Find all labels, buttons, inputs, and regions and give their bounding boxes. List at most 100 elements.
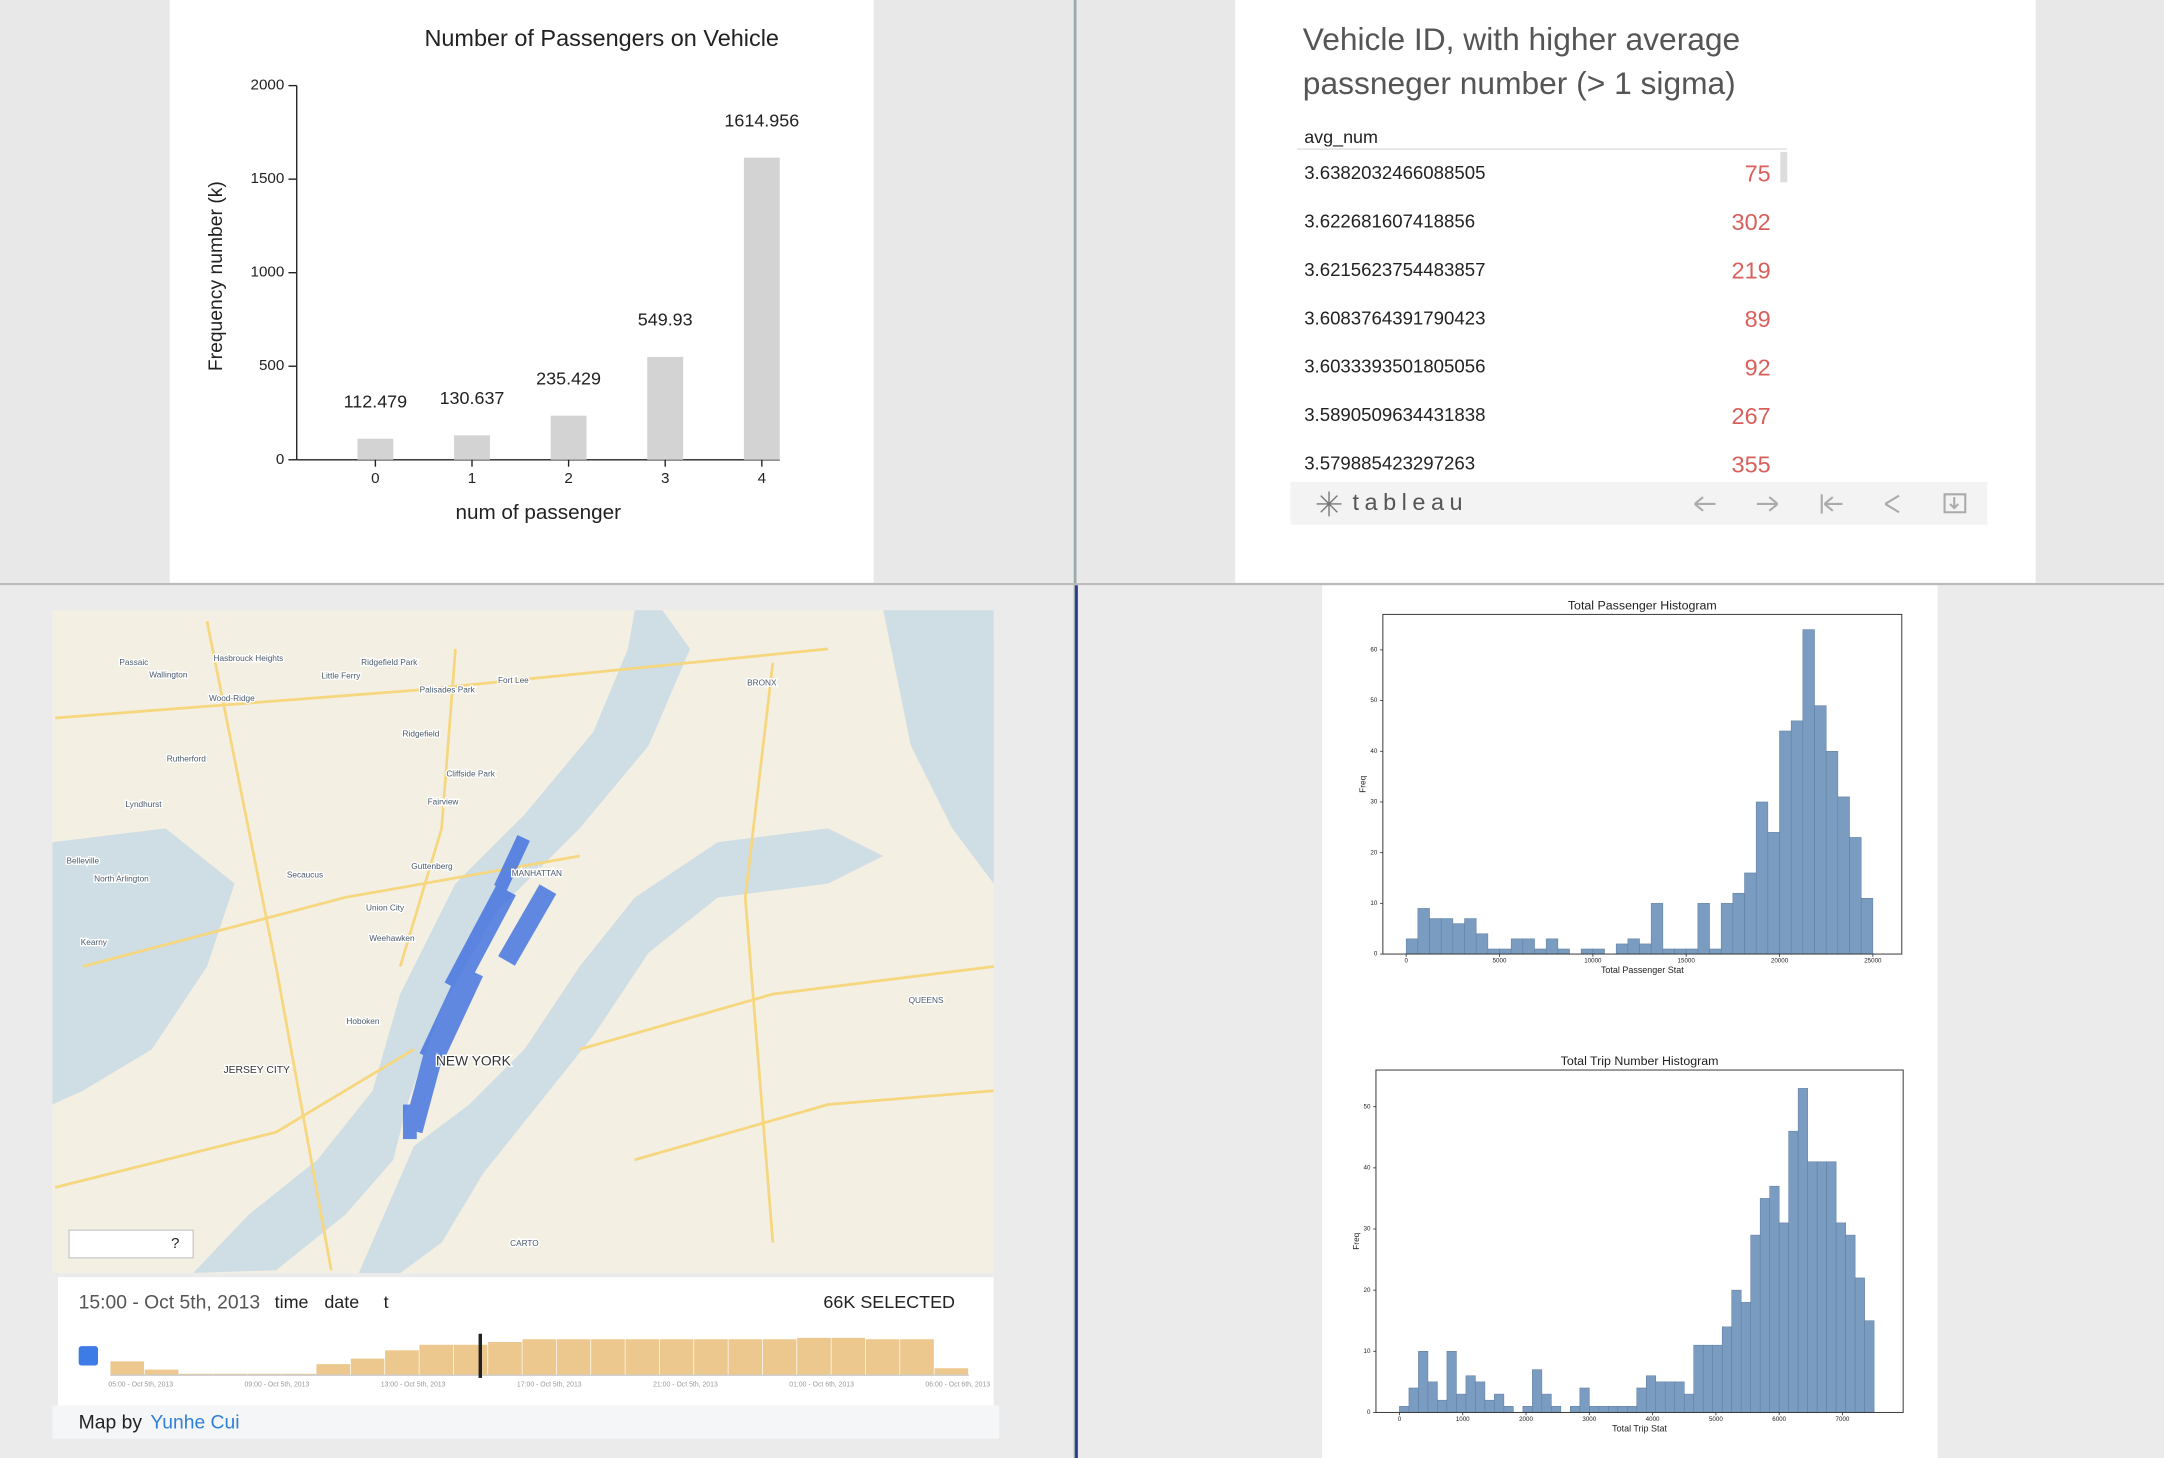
hist-bar xyxy=(1636,1387,1647,1413)
toolbar-icons xyxy=(1694,493,1967,514)
bar xyxy=(357,438,394,460)
undo[interactable] xyxy=(1694,496,1716,512)
hist-bar xyxy=(1627,1406,1638,1413)
hist-bar xyxy=(1499,948,1512,955)
table-title: Vehicle ID, with higher average xyxy=(1303,21,1740,57)
hist-bar xyxy=(1731,1289,1742,1413)
data-label: 130.637 xyxy=(440,388,505,408)
place-label: Secaucus xyxy=(287,871,323,880)
hist-bar xyxy=(1697,903,1710,955)
hist-bar xyxy=(1778,1222,1789,1413)
hist-bar xyxy=(1580,948,1594,955)
x-tick-label: 4000 xyxy=(1646,1416,1660,1423)
hist-bar xyxy=(1860,898,1874,955)
redo[interactable] xyxy=(1756,496,1779,512)
hist-bar xyxy=(1522,938,1535,955)
field: date xyxy=(324,1292,359,1312)
table-title: passneger number (> 1 sigma) xyxy=(1303,65,1736,101)
points xyxy=(402,1104,417,1140)
hist-bar xyxy=(1732,892,1745,955)
hist-bar xyxy=(1456,1393,1467,1413)
y-tick-label: 50 xyxy=(1370,697,1377,704)
place-label: Lyndhurst xyxy=(126,800,163,809)
hist-bar xyxy=(1405,938,1419,955)
place-label: Palisades Park xyxy=(420,686,476,695)
scrollbar[interactable] xyxy=(1780,151,1788,183)
y-tick-label: 20 xyxy=(1364,1287,1371,1294)
share[interactable] xyxy=(1884,494,1900,514)
hist-bar xyxy=(1417,908,1430,955)
hist-bar xyxy=(1712,1344,1723,1413)
hist-bar xyxy=(1464,918,1477,955)
east-river xyxy=(358,828,884,1273)
tableau-logo xyxy=(1316,491,1342,517)
toolbar xyxy=(1290,481,1988,525)
timeline-bar xyxy=(385,1350,419,1376)
avg-num: 3.5890509634431838 xyxy=(1304,404,1485,425)
map-controls[interactable] xyxy=(68,1229,194,1259)
hist-bar xyxy=(1702,1344,1713,1413)
y-tick-label: 30 xyxy=(1364,1226,1371,1233)
x-tick-label: 10000 xyxy=(1584,958,1602,965)
x-axis-label: Total Passenger Stat xyxy=(1601,965,1684,975)
hist-bar xyxy=(1545,938,1559,955)
download[interactable] xyxy=(1943,493,1967,514)
place-label: North Arlington xyxy=(94,875,149,884)
place-label: Fairview xyxy=(428,797,459,806)
hist-bar xyxy=(1854,1277,1865,1413)
hist-bar xyxy=(1826,1161,1837,1413)
plot-frame xyxy=(1375,1069,1904,1413)
hist-bar xyxy=(1744,872,1757,955)
y-tick-label: 30 xyxy=(1370,799,1377,806)
place-label: MANHATTAN xyxy=(512,869,562,878)
hist-bar xyxy=(1557,948,1570,955)
timeline-bar xyxy=(625,1339,660,1376)
vehicle-id: 75 xyxy=(1745,161,1771,187)
hist-bar xyxy=(1685,948,1699,955)
timeline-tick-label: 21:00 - Oct 5th, 2013 xyxy=(653,1382,718,1389)
place-label: Weehawken xyxy=(369,934,415,943)
x-tick-label: 3000 xyxy=(1582,1416,1596,1423)
vehicle-id: 92 xyxy=(1745,354,1771,380)
x-tick-label: 0 xyxy=(1404,958,1408,965)
vehicle-id: 219 xyxy=(1732,257,1771,283)
place-label: Belleville xyxy=(66,857,99,866)
hist-bar xyxy=(1845,1234,1856,1413)
place-label: Hasbrouck Heights xyxy=(214,654,284,663)
hist-bar xyxy=(1487,948,1500,955)
timeline-tick-label: 05:00 - Oct 5th, 2013 xyxy=(108,1382,173,1389)
road xyxy=(54,1048,415,1189)
hist-bar xyxy=(1849,837,1862,955)
hist-bar xyxy=(1709,948,1722,955)
hist-bar xyxy=(1837,796,1850,955)
hist-bar xyxy=(1645,1375,1657,1413)
hist-bar xyxy=(1427,1381,1438,1413)
hist-bar xyxy=(1769,1185,1780,1413)
y-tick-label: 0 xyxy=(1374,951,1378,958)
revert[interactable] xyxy=(1820,494,1843,514)
hist-bar xyxy=(1662,948,1675,955)
help-button[interactable]: ? xyxy=(171,1235,179,1252)
timeline-tick-label: 09:00 - Oct 5th, 2013 xyxy=(245,1382,310,1389)
selected-count: 66K SELECTED xyxy=(823,1292,955,1312)
x-tick-label: 15000 xyxy=(1678,958,1696,965)
hist-bar xyxy=(1655,1381,1666,1413)
place-label: Union City xyxy=(366,904,405,913)
place-label: Guttenberg xyxy=(411,862,453,871)
hist-bar xyxy=(1664,1381,1676,1413)
points xyxy=(494,834,530,891)
current-time: 15:00 - Oct 5th, 2013 xyxy=(79,1292,260,1313)
timeline-bar xyxy=(797,1337,831,1376)
chart-title: Total Trip Number Histogram xyxy=(1561,1054,1719,1068)
x-tick-label: 6000 xyxy=(1772,1416,1786,1423)
x-tick-label: 4 xyxy=(758,470,766,487)
place-label: Ridgefield Park xyxy=(361,658,418,667)
play-button[interactable] xyxy=(78,1346,98,1366)
hist-bar xyxy=(1755,801,1769,955)
hist-bar xyxy=(1589,1406,1600,1413)
hist-bar xyxy=(1790,720,1804,955)
hist-bar xyxy=(1864,1320,1875,1413)
author-link[interactable]: Yunhe Cui xyxy=(150,1413,239,1434)
y-tick-label: 0 xyxy=(276,451,284,468)
